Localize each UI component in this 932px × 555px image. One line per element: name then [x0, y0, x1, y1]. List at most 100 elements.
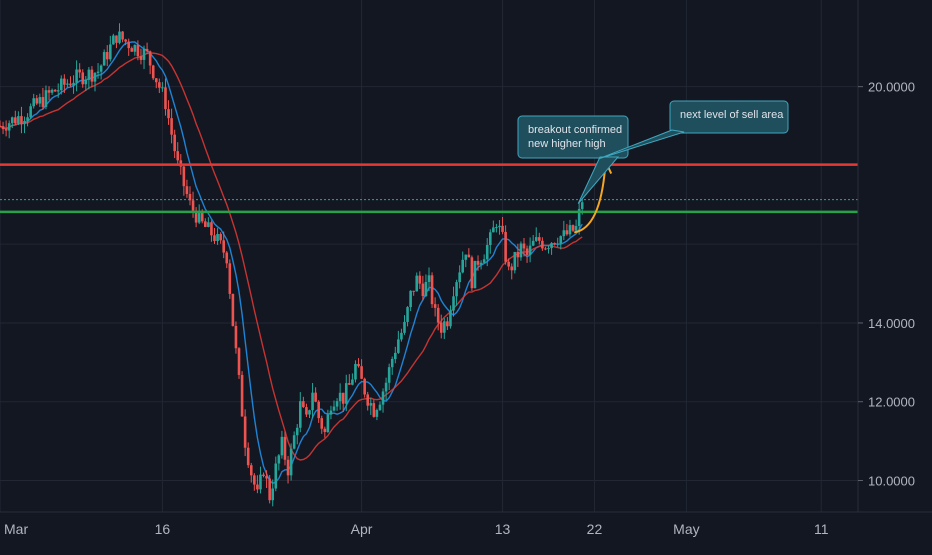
candle-down	[246, 447, 250, 466]
breakout-callout-box	[517, 115, 629, 159]
candle-down	[200, 210, 204, 222]
candle-down	[525, 248, 529, 255]
x-tick-label: May	[673, 521, 699, 537]
candle-down	[176, 151, 180, 161]
candle-up	[559, 236, 563, 244]
candle-down	[14, 117, 17, 124]
x-tick-label: 13	[495, 521, 511, 537]
candle-down	[363, 378, 366, 395]
candle-down	[430, 275, 434, 305]
candle-up	[473, 260, 477, 289]
candle-up	[577, 208, 581, 227]
candle-up	[534, 237, 538, 241]
candle-up	[562, 230, 566, 237]
candle-down	[262, 474, 265, 477]
candle-down	[164, 87, 167, 110]
x-tick-label: Mar	[4, 521, 28, 537]
candle-up	[378, 404, 382, 411]
candle-down	[538, 237, 541, 241]
candle-up	[458, 272, 461, 283]
candle-down	[173, 134, 176, 152]
candle-up	[393, 352, 397, 360]
candle-up	[375, 410, 379, 417]
candle-down	[41, 97, 45, 107]
candle-down	[433, 304, 437, 308]
candle-down	[467, 254, 471, 258]
candle-up	[351, 379, 354, 385]
candle-up	[93, 72, 97, 82]
candle-up	[133, 45, 137, 52]
candle-down	[436, 307, 440, 323]
candle-up	[485, 245, 489, 260]
candle-up	[72, 82, 75, 86]
candle-down	[121, 31, 124, 40]
candle-down	[504, 231, 507, 262]
candle-down	[204, 221, 207, 227]
candle-up	[142, 48, 146, 60]
candle-up	[424, 281, 428, 297]
candle-up	[56, 90, 60, 92]
candle-up	[32, 98, 36, 107]
candle-down	[571, 225, 575, 231]
candle-up	[84, 79, 88, 85]
candle-down	[145, 48, 149, 52]
candle-down	[283, 436, 287, 460]
candle-up	[406, 307, 409, 322]
candle-up	[495, 227, 498, 229]
candle-up	[99, 65, 103, 72]
candle-up	[311, 392, 314, 411]
breakout-callout-text: new higher high	[528, 138, 606, 150]
candle-up	[161, 87, 164, 89]
candle-down	[78, 69, 81, 73]
candle-down	[341, 392, 345, 404]
candle-down	[81, 72, 85, 85]
breakout-callout[interactable]: breakout confirmed new higher high	[517, 115, 629, 204]
projection-arrow	[573, 166, 607, 234]
candle-down	[234, 325, 238, 349]
candle-down	[314, 392, 317, 402]
candle-up	[403, 321, 406, 333]
candle-down	[237, 348, 241, 375]
breakout-callout-text: breakout confirmed	[528, 124, 622, 136]
sell-area-callout[interactable]: next level of sell area	[599, 100, 789, 160]
candle-down	[213, 235, 216, 242]
candle-down	[127, 41, 130, 49]
candle-up	[492, 227, 495, 233]
candle-up	[109, 44, 112, 60]
candle-down	[348, 383, 351, 385]
candle-down	[53, 89, 57, 92]
candle-down	[124, 39, 127, 42]
candle-up	[295, 427, 299, 436]
annotations[interactable]: breakout confirmed new higher high next le…	[517, 100, 789, 234]
candle-up	[556, 243, 559, 245]
candle-down	[20, 116, 23, 124]
candle-down	[151, 65, 155, 79]
x-tick-label: 11	[814, 521, 829, 537]
candle-down	[191, 200, 195, 211]
candle-down	[305, 407, 308, 415]
candle-down	[158, 82, 161, 88]
candle-up	[102, 52, 106, 66]
candle-down	[439, 322, 443, 333]
candle-up	[75, 69, 78, 83]
candle-up	[10, 117, 14, 124]
candle-up	[38, 97, 42, 104]
candle-up	[547, 248, 550, 250]
candle-up	[292, 435, 296, 449]
candle-down	[240, 374, 244, 417]
y-tick-label: 12.0000	[868, 395, 915, 410]
candle-up	[308, 410, 311, 415]
candle-up	[23, 120, 26, 124]
candle-down	[253, 475, 256, 485]
candle-up	[519, 243, 523, 258]
candle-down	[231, 293, 235, 326]
candle-down	[249, 465, 253, 476]
candle-down	[256, 484, 259, 490]
candle-down	[219, 234, 222, 241]
candle-up	[118, 31, 121, 43]
candle-down	[418, 275, 422, 284]
candle-down	[507, 261, 510, 267]
